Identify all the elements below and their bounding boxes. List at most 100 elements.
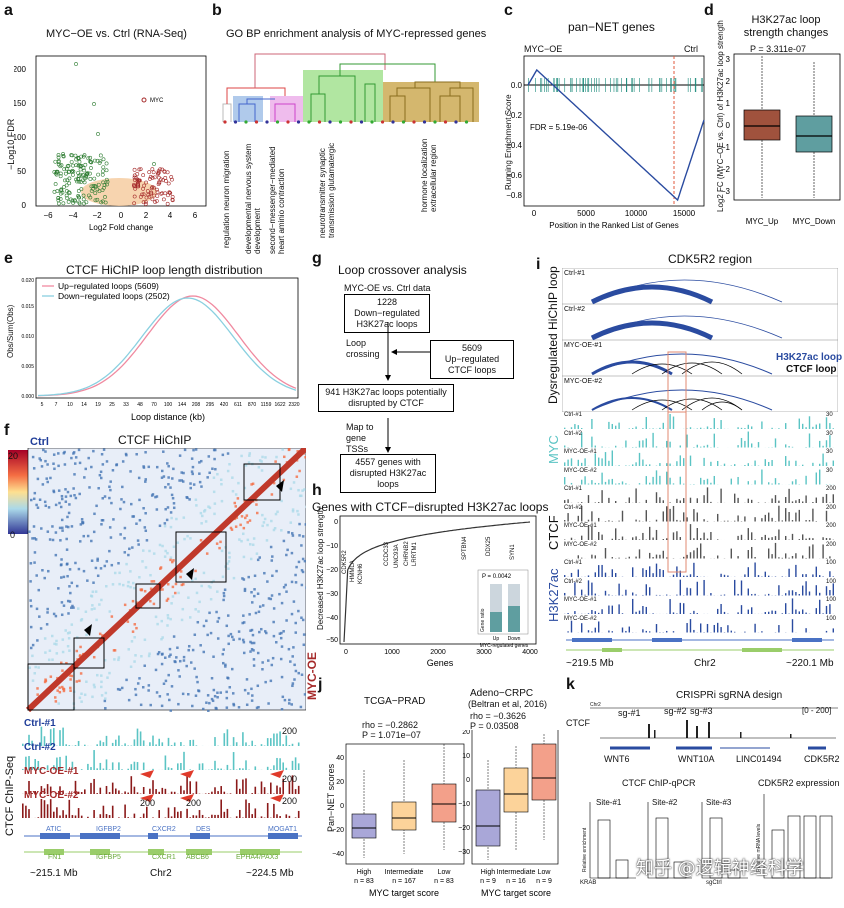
chip-peak [615, 445, 617, 448]
i-track-label: Ctrl-#2 [564, 430, 583, 437]
k-gene: WNT10A [678, 754, 715, 764]
hic-pixel [160, 704, 164, 708]
chip-peak [774, 478, 777, 485]
hic-pixel [129, 585, 132, 589]
chip-peak [239, 809, 241, 818]
hic-pixel [212, 579, 215, 583]
chip-peak [822, 496, 824, 503]
h-gene: SPTBN4 [462, 536, 468, 560]
hic-pixel [287, 702, 291, 705]
hic-pixel [104, 691, 108, 695]
chip-peak [798, 611, 800, 614]
chip-peak [152, 735, 154, 746]
hic-pixel [164, 485, 167, 489]
hic-pixel [126, 584, 130, 588]
chip-peak [574, 424, 576, 429]
chip-peak [591, 609, 593, 614]
chip-peak [37, 817, 40, 818]
chip-peak [832, 428, 834, 429]
hic-pixel [61, 638, 65, 641]
hic-pixel [170, 516, 173, 520]
chip-peak [795, 460, 797, 466]
chip-peak [564, 520, 566, 522]
hic-pixel [264, 680, 267, 684]
hic-pixel [200, 584, 203, 588]
chip-peak [696, 547, 698, 559]
hic-pixel [303, 693, 306, 696]
e-xtick: 48 [137, 402, 143, 408]
chip-peak [615, 425, 617, 429]
chip-peak [587, 495, 590, 503]
hic-pixel [109, 488, 112, 492]
gene-bar [148, 849, 164, 855]
go-term: neurotransmitter synaptic transmission g… [318, 142, 336, 238]
hic-pixel [105, 560, 109, 563]
hic-pixel [62, 689, 66, 693]
volcano-point [88, 177, 93, 181]
volcano-point [73, 153, 78, 158]
chip-peak [632, 592, 634, 596]
hic-pixel [120, 686, 124, 690]
hic-pixel [83, 476, 86, 479]
chip-peak [111, 742, 114, 746]
panel-b-title: GO BP enrichment analysis of MYC-repress… [226, 28, 487, 40]
hic-pixel [35, 607, 39, 611]
hic-pixel [255, 706, 259, 710]
chip-peak [655, 563, 658, 577]
panel-f-label: f [4, 422, 10, 439]
hic-pixel [61, 526, 64, 530]
chip-peak [93, 778, 95, 794]
hic-pixel [291, 510, 295, 513]
hic-pixel [100, 598, 103, 602]
e-xtick: 208 [192, 402, 201, 408]
hic-pixel [29, 580, 32, 583]
hic-pixel [104, 697, 107, 700]
hic-pixel [156, 652, 160, 656]
chip-peak [591, 554, 593, 559]
chip-peak [74, 745, 77, 746]
chip-peak [740, 427, 743, 429]
hic-pixel [180, 618, 184, 622]
chip-peak [734, 520, 736, 522]
go-node [433, 120, 437, 124]
chip-peak [285, 735, 288, 746]
chip-peak [105, 735, 108, 746]
chip-peak [266, 738, 269, 746]
chip-peak [669, 502, 671, 503]
hic-pixel [270, 519, 273, 523]
chip-peak [139, 817, 142, 818]
volcano-point [132, 167, 137, 172]
volcano-point [151, 170, 156, 175]
panel-i-title: CDK5R2 region [668, 252, 753, 266]
hic-pixel [281, 695, 285, 699]
chip-peak [655, 594, 658, 596]
hic-pixel [159, 567, 162, 570]
hic-pixel [283, 455, 286, 459]
chip-peak [43, 788, 46, 794]
d-cat: MYC_Down [793, 217, 836, 226]
chip-peak [791, 598, 794, 614]
hic-pixel [242, 614, 245, 617]
hic-pixel [252, 664, 256, 667]
hic-pixel [95, 504, 98, 508]
chip-peak [84, 789, 86, 794]
hic-pixel [243, 499, 247, 503]
chip-peak [822, 576, 824, 577]
k-ylabel: Relative enrichment [582, 827, 588, 872]
hic-pixel [162, 450, 165, 453]
chip-peak [713, 418, 715, 429]
go-node [233, 120, 238, 124]
i-track-label: Ctrl-#1 [564, 560, 583, 566]
chip-peak [40, 786, 43, 794]
hic-pixel [180, 583, 184, 587]
hic-pixel [248, 519, 252, 522]
chip-peak [270, 782, 272, 794]
hic-pixel [251, 601, 254, 604]
hic-pixel [32, 497, 36, 501]
hic-pixel [212, 688, 216, 692]
hic-pixel [31, 455, 35, 459]
chip-peak [139, 731, 142, 746]
chip-peak [771, 517, 773, 522]
hic-pixel [56, 689, 59, 692]
chip-peak [723, 611, 726, 614]
